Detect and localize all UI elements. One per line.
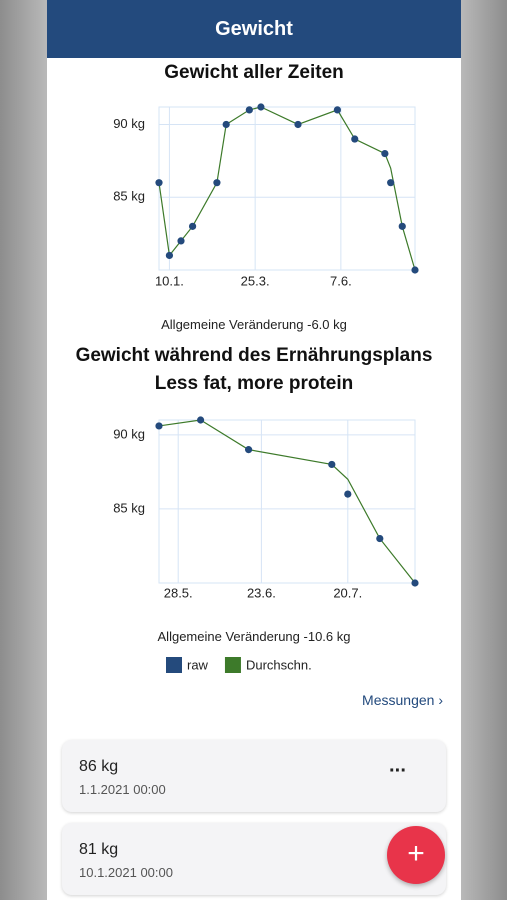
charts: 85 kg 90 kg 10.1. 25.3. 7.6. 85 kg 90 kg 28.5. 2… xyxy=(113,103,419,673)
raw-point xyxy=(177,237,185,245)
raw-point xyxy=(344,490,352,498)
date: 10.1.2021 00:00 xyxy=(79,865,173,880)
add-button[interactable]: + xyxy=(387,826,445,884)
raw-point xyxy=(328,460,336,469)
chart-title: Gewicht aller Zeiten xyxy=(164,62,344,83)
raw-point xyxy=(381,149,389,158)
legend-swatch xyxy=(166,657,182,673)
plot-frame xyxy=(158,106,416,271)
header-title: Gewicht xyxy=(47,0,461,58)
chart-note: Allgemeine Veränderung -10.6 kg xyxy=(157,629,351,644)
measurement-card[interactable]: 81 kg 10.1.2021 00:00 xyxy=(62,823,446,895)
raw-point xyxy=(294,120,302,129)
chart-title: Gewicht während des Ernährungsplans Less… xyxy=(75,345,433,394)
average-line xyxy=(158,106,416,271)
legend-swatch xyxy=(224,657,241,673)
measurements-link[interactable]: Messungen › xyxy=(362,692,443,708)
x-tick-label: 28.5. xyxy=(164,585,193,600)
raw-point xyxy=(155,179,163,187)
raw-point xyxy=(213,179,221,187)
raw-point xyxy=(387,179,395,187)
y-tick-label: 90 kg xyxy=(113,426,145,441)
x-tick-label: 20.7. xyxy=(333,585,362,600)
weight: 86 kg xyxy=(79,758,119,775)
y-tick-label: 85 kg xyxy=(113,189,145,204)
date: 1.1.2021 00:00 xyxy=(79,782,166,797)
raw-point xyxy=(188,222,197,230)
y-tick-label: 90 kg xyxy=(113,116,145,131)
raw-point xyxy=(245,446,253,454)
raw-point xyxy=(222,120,230,129)
raw-point xyxy=(197,416,205,424)
chart-note: Allgemeine Veränderung -6.0 kg xyxy=(161,317,347,332)
link-text[interactable]: Messungen xyxy=(362,692,435,708)
y-tick-label: 85 kg xyxy=(113,500,145,515)
raw-point xyxy=(155,422,163,430)
x-tick-label: 10.1. xyxy=(155,273,184,288)
raw-point xyxy=(411,579,419,587)
average-line xyxy=(158,419,416,584)
weight: 81 kg xyxy=(79,841,119,858)
raw-point xyxy=(245,106,253,114)
raw-point xyxy=(333,106,341,114)
legend-label: Durchschn. xyxy=(246,657,312,672)
measurement-card[interactable]: 86 kg 1.1.2021 00:00 ··· xyxy=(62,740,446,812)
app: Gewicht Gewicht aller Zeiten Gewicht wäh… xyxy=(47,0,461,900)
raw-point xyxy=(411,266,419,274)
raw-point xyxy=(376,534,384,543)
plot-frame xyxy=(158,419,416,584)
raw-point xyxy=(351,135,359,143)
raw-point xyxy=(165,251,174,260)
more-button[interactable]: ··· xyxy=(389,760,407,782)
x-tick-label: 23.6. xyxy=(247,585,276,600)
raw-point xyxy=(257,103,265,111)
raw-point xyxy=(398,222,406,230)
legend-label: raw xyxy=(187,657,209,672)
x-tick-label: 7.6. xyxy=(330,273,352,288)
x-tick-label: 25.3. xyxy=(241,273,270,288)
